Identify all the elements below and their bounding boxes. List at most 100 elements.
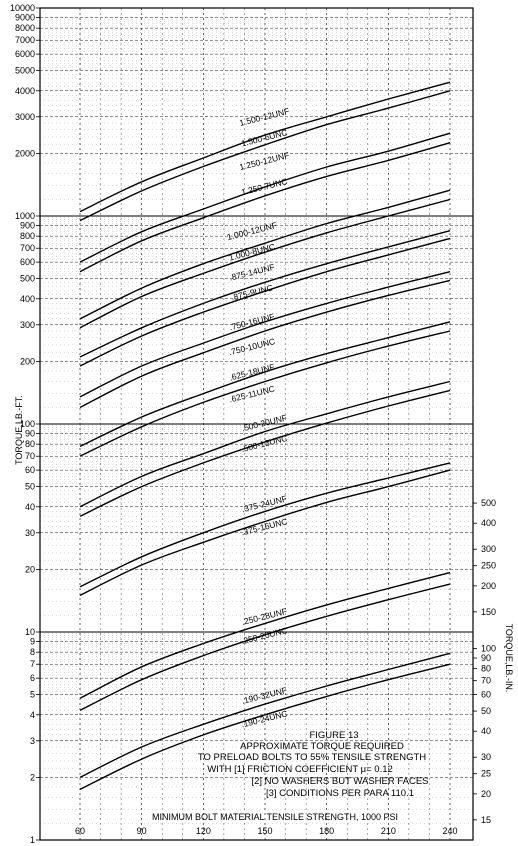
- curve-375-24unf: [79, 462, 451, 588]
- y-tick-label: 6000: [15, 49, 35, 59]
- y-tick-label: 30: [25, 528, 35, 538]
- figure-caption: FIGURE 13 APPROXIMATE TORQUE REQUIRED TO…: [198, 730, 429, 799]
- curve-500-13unc: [79, 389, 451, 517]
- y-tick-label: 8: [30, 647, 35, 657]
- y-right-tick-label: 25: [481, 769, 491, 779]
- y-right-tick-label: 15: [481, 815, 491, 825]
- curve-1-000-12unf: [79, 189, 451, 320]
- curve-1-250-7unc: [79, 142, 451, 273]
- curve-625-18unf: [79, 321, 451, 448]
- y-tick-label: 8000: [15, 23, 35, 33]
- y-tick-label: 5000: [15, 66, 35, 76]
- y-tick-label: 1: [30, 835, 35, 845]
- y-tick-label: 90: [25, 429, 35, 439]
- x-tick-label: 240: [442, 826, 457, 836]
- curve-1-500-12unf: [79, 81, 451, 213]
- y-tick-label: 4: [30, 710, 35, 720]
- curve-750-10unc: [79, 279, 451, 409]
- curve-875-9unc: [79, 237, 451, 367]
- curve-250-20unc: [79, 583, 451, 712]
- curve-label: .190-32UNF: [241, 685, 288, 706]
- y-tick-label: 700: [20, 243, 35, 253]
- y-tick-label: 70: [25, 451, 35, 461]
- y-right-tick-label: 100: [481, 643, 496, 653]
- y-tick-label: 40: [25, 502, 35, 512]
- y-tick-label: 80: [25, 439, 35, 449]
- curve-1-250-12unf: [79, 132, 451, 263]
- curve-label: .875-14UNF: [228, 262, 275, 283]
- y-right-tick-label: 300: [481, 544, 496, 554]
- y-right-tick-label: 30: [481, 752, 491, 762]
- y-right-tick-label: 20: [481, 789, 491, 799]
- x-axis-label: MINIMUM BOLT MATERIAL TENSILE STRENGTH, …: [152, 812, 398, 822]
- y-right-tick-label: 80: [481, 664, 491, 674]
- y-tick-label: 10000: [10, 3, 35, 13]
- curve-label: .625-11UNC: [228, 383, 276, 404]
- x-tick-label: 120: [196, 826, 211, 836]
- y-axis-label: TORQUE,LB.-FT.: [14, 395, 24, 465]
- curve-750-16unf: [79, 271, 451, 398]
- y-tick-label: 20: [25, 564, 35, 574]
- y-right-tick-label: 60: [481, 690, 491, 700]
- y-tick-label: 500: [20, 274, 35, 284]
- y-right-tick-label: 50: [481, 706, 491, 716]
- y-tick-label: 2000: [15, 148, 35, 158]
- y-right-tick-label: 200: [481, 581, 496, 591]
- caption-line-5: [2] NO WASHERS BUT WASHER FACES: [251, 776, 428, 787]
- curve-label: .500-20UNF: [241, 412, 288, 433]
- curve-1-000-8unc: [79, 198, 451, 329]
- y-right-tick-label: 150: [481, 607, 496, 617]
- curve-250-28unf: [79, 571, 451, 699]
- y-tick-label: 600: [20, 257, 35, 267]
- torque-curves: [79, 81, 451, 791]
- y-tick-label: 1000: [15, 211, 35, 221]
- y-tick-label: 60: [25, 465, 35, 475]
- curve-500-20unf: [79, 380, 451, 508]
- curve-label: .875-9UNC: [230, 283, 274, 303]
- caption-line-1: FIGURE 13: [309, 730, 358, 741]
- curve-625-11unc: [79, 330, 451, 457]
- caption-line-6: [3] CONDITIONS PER PARA 110.1: [266, 788, 414, 799]
- curve-label: .500-13UNC: [240, 433, 288, 454]
- y-right-tick-label: 250: [481, 561, 496, 571]
- x-tick-label: 180: [319, 826, 334, 836]
- y-axis-right-label: TORQUE,LB.-IN.: [504, 624, 514, 693]
- caption-line-2: APPROXIMATE TORQUE REQUIRED: [240, 741, 404, 752]
- x-tick-label: 150: [257, 826, 272, 836]
- curve-label: .375-16UNC: [240, 516, 288, 537]
- caption-line-3: TO PRELOAD BOLTS TO 55% TENSILE STRENGTH: [198, 752, 426, 763]
- y-tick-label: 200: [20, 356, 35, 366]
- curve-1-500-6unc: [79, 90, 451, 222]
- curve-190-32unf: [79, 652, 451, 779]
- y-tick-label: 100: [20, 419, 35, 429]
- y-right-tick-label: 70: [481, 676, 491, 686]
- x-tick-label: 210: [381, 826, 396, 836]
- y-tick-label: 4000: [15, 86, 35, 96]
- x-axis-ticks: 60 90 120 150 180 210 240: [75, 826, 458, 836]
- curve-label: .750-10UNC: [228, 336, 276, 357]
- x-tick-label: 60: [75, 826, 85, 836]
- y-tick-label: 7000: [15, 35, 35, 45]
- caption-line-4: WITH [1] FRICTION COEFFICIENT μ= 0.12: [207, 764, 393, 775]
- y-tick-label: 9000: [15, 13, 35, 23]
- y-right-tick-label: 400: [481, 518, 496, 528]
- y-right-tick-label: 500: [481, 498, 496, 508]
- curve-375-16unc: [79, 469, 451, 597]
- y-tick-label: 5: [30, 690, 35, 700]
- y-tick-label: 900: [20, 221, 35, 231]
- x-tick-label: 90: [137, 826, 147, 836]
- y-tick-label: 3: [30, 736, 35, 746]
- curve-label: 1.000-12UNF: [226, 220, 278, 242]
- y-tick-label: 300: [20, 320, 35, 330]
- chart-grid: [40, 8, 473, 841]
- y-tick-label: 400: [20, 294, 35, 304]
- curve-875-14unf: [79, 230, 451, 358]
- curve-label: .625-18UNF: [228, 362, 275, 383]
- y-tick-label: 3000: [15, 112, 35, 122]
- y-right-tick-label: 40: [481, 726, 491, 736]
- y-tick-label: 9: [30, 637, 35, 647]
- y-tick-label: 10: [25, 627, 35, 637]
